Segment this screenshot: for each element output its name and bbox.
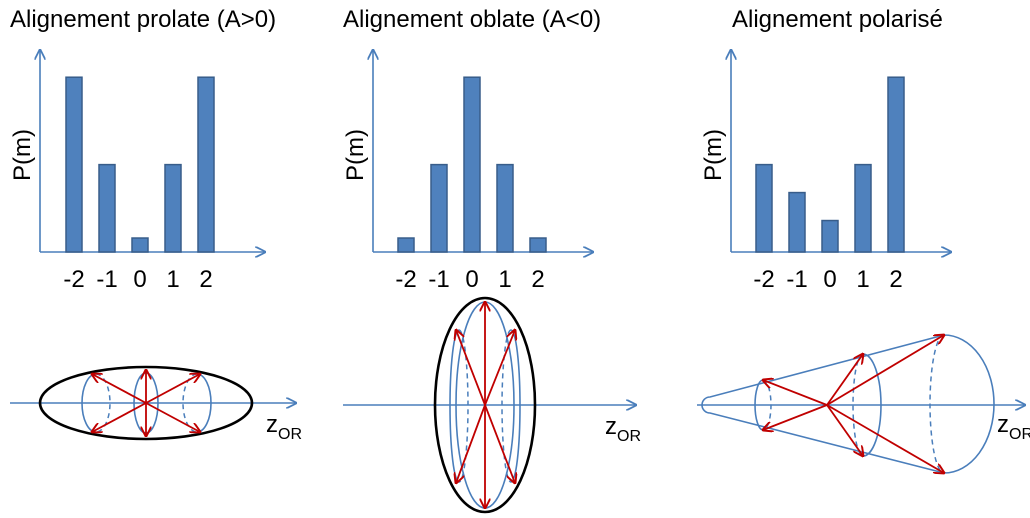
tick-label-polarized-m1: 1 <box>856 266 869 293</box>
ylabel-polarized: P(m) <box>700 129 727 181</box>
panel-title-polarized: Alignement polarisé <box>732 6 943 33</box>
ylabel-prolate: P(m) <box>9 129 36 181</box>
bar-oblate-m-1 <box>430 163 448 253</box>
bar-polarized-m2 <box>887 76 905 253</box>
tick-label-polarized-m0: 0 <box>823 266 836 293</box>
bar-prolate-m2 <box>197 76 215 253</box>
bar-polarized-m1 <box>854 163 872 253</box>
panel-title-prolate: Alignement prolate (A>0) <box>10 6 277 33</box>
panel-title-oblate: Alignement oblate (A<0) <box>343 6 602 33</box>
prolate-ellipsoid <box>10 365 296 441</box>
bar-prolate-m-1 <box>98 163 116 253</box>
tick-label-oblate-m1: 1 <box>498 266 511 293</box>
tick-label-prolate-m0: 0 <box>133 266 146 293</box>
tick-label-oblate-m-2: -2 <box>395 266 416 293</box>
tick-label-prolate-m-1: -1 <box>96 266 117 293</box>
bar-polarized-m-2 <box>755 163 773 253</box>
bar-oblate-m-2 <box>397 237 415 253</box>
bar-oblate-m0 <box>463 76 481 253</box>
z-axis-label-polarized: zOR <box>997 411 1030 443</box>
oblate-ellipsoid <box>343 296 636 514</box>
ylabel-oblate: P(m) <box>342 129 369 181</box>
bar-polarized-m-1 <box>788 191 806 253</box>
tick-label-prolate-m-2: -2 <box>63 266 84 293</box>
tick-label-oblate-m-1: -1 <box>428 266 449 293</box>
bar-oblate-m2 <box>529 237 547 253</box>
tick-label-oblate-m2: 2 <box>531 266 544 293</box>
bar-prolate-m0 <box>131 237 149 253</box>
tick-label-polarized-m2: 2 <box>889 266 902 293</box>
tick-label-polarized-m-1: -1 <box>786 266 807 293</box>
tick-label-oblate-m0: 0 <box>465 266 478 293</box>
chart-axes-oblate <box>373 50 593 252</box>
tick-label-prolate-m2: 2 <box>199 266 212 293</box>
bar-prolate-m-2 <box>65 76 83 253</box>
bars-layer: -2 -1 0 1 2 -2 -1 0 1 2 -2 -1 0 1 2 <box>63 76 905 293</box>
bar-prolate-m1 <box>164 163 182 253</box>
bar-polarized-m0 <box>821 219 839 253</box>
tick-label-prolate-m1: 1 <box>166 266 179 293</box>
z-axis-label-oblate: zOR <box>605 413 641 445</box>
z-axis-label-prolate: zOR <box>266 411 302 443</box>
polarized-cone <box>697 335 1025 473</box>
bar-oblate-m1 <box>496 163 514 253</box>
tick-label-polarized-m-2: -2 <box>753 266 774 293</box>
